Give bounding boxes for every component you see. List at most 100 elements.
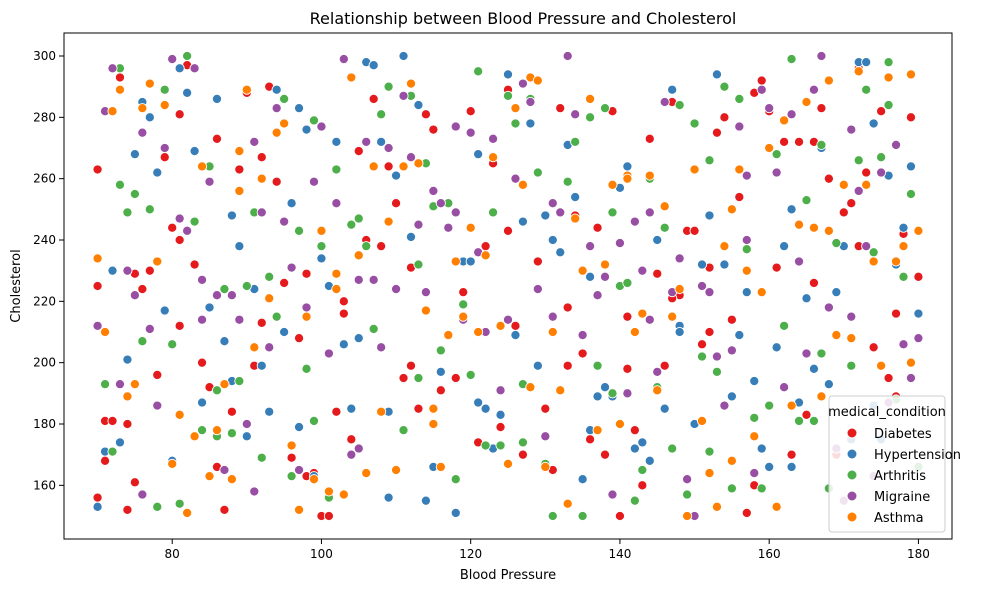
point-diabetes: [92, 280, 103, 292]
point-migraine: [644, 314, 655, 325]
point-hypertension: [286, 198, 297, 209]
point-asthma: [599, 259, 611, 270]
point-diabetes: [637, 480, 648, 491]
point-asthma: [346, 72, 357, 83]
point-asthma: [353, 250, 364, 261]
point-arthritis: [256, 452, 267, 463]
point-arthritis: [779, 320, 790, 331]
point-diabetes: [719, 112, 730, 123]
point-migraine: [368, 274, 379, 285]
point-diabetes: [562, 302, 573, 313]
point-migraine: [517, 78, 528, 89]
y-tick-label: 180: [33, 417, 56, 431]
point-diabetes: [129, 477, 140, 488]
x-axis-label: Blood Pressure: [460, 568, 556, 583]
point-migraine: [435, 198, 446, 209]
point-diabetes: [808, 277, 819, 288]
point-diabetes: [801, 409, 812, 420]
point-asthma: [502, 458, 514, 469]
point-migraine: [599, 271, 611, 282]
point-asthma: [398, 161, 409, 172]
point-arthritis: [607, 388, 618, 399]
point-migraine: [779, 382, 790, 393]
point-arthritis: [480, 440, 491, 451]
point-migraine: [629, 216, 640, 227]
point-diabetes: [159, 152, 170, 163]
point-diabetes: [174, 320, 185, 331]
point-diabetes: [726, 314, 737, 325]
point-diabetes: [577, 348, 588, 359]
point-asthma: [204, 471, 215, 482]
point-migraine: [383, 142, 394, 154]
legend-label-arthritis: Arthritis: [874, 469, 926, 484]
point-hypertension: [644, 455, 655, 466]
point-diabetes: [756, 75, 767, 86]
point-hypertension: [570, 192, 581, 203]
point-arthritis: [741, 244, 752, 255]
point-hypertension: [129, 149, 140, 160]
point-hypertension: [114, 437, 126, 448]
point-migraine: [353, 274, 364, 285]
point-hypertension: [741, 287, 752, 298]
point-asthma: [122, 391, 133, 402]
legend-label-asthma: Asthma: [874, 511, 924, 526]
point-diabetes: [458, 287, 469, 298]
legend-marker-arthritis: [846, 469, 858, 481]
point-hypertension: [786, 461, 797, 472]
point-asthma: [853, 66, 864, 77]
point-asthma: [197, 161, 208, 172]
point-migraine: [861, 241, 872, 252]
point-asthma: [331, 284, 342, 295]
point-asthma: [585, 93, 596, 104]
point-migraine: [682, 474, 693, 485]
point-diabetes: [323, 510, 334, 522]
point-migraine: [823, 302, 834, 313]
point-migraine: [488, 133, 499, 144]
point-hypertension: [398, 50, 409, 62]
point-hypertension: [211, 93, 223, 104]
point-arthritis: [547, 510, 558, 522]
point-diabetes: [741, 507, 752, 518]
point-diabetes: [226, 406, 237, 417]
point-asthma: [898, 241, 909, 252]
point-arthritis: [704, 446, 715, 457]
point-arthritis: [883, 57, 894, 68]
point-migraine: [331, 198, 342, 209]
point-arthritis: [532, 167, 543, 178]
point-hypertension: [346, 403, 357, 414]
point-migraine: [547, 311, 558, 322]
point-diabetes: [197, 357, 208, 368]
point-hypertension: [241, 431, 252, 442]
point-diabetes: [167, 222, 178, 233]
point-arthritis: [831, 238, 842, 249]
point-migraine: [614, 238, 625, 249]
point-arthritis: [682, 489, 693, 500]
point-asthma: [189, 431, 200, 442]
point-migraine: [197, 314, 208, 325]
point-hypertension: [577, 474, 588, 485]
point-arthritis: [868, 247, 879, 258]
point-diabetes: [122, 418, 133, 430]
point-migraine: [644, 207, 655, 218]
point-diabetes: [816, 103, 827, 114]
point-hypertension: [279, 326, 290, 338]
point-migraine: [398, 90, 409, 101]
point-asthma: [532, 75, 543, 86]
point-hypertension: [465, 256, 476, 267]
point-migraine: [749, 468, 760, 479]
point-diabetes: [465, 106, 476, 117]
point-asthma: [540, 461, 551, 472]
point-arthritis: [152, 501, 163, 512]
point-arthritis: [331, 164, 342, 175]
point-diabetes: [890, 308, 902, 319]
point-asthma: [592, 425, 603, 436]
point-asthma: [294, 504, 305, 515]
point-arthritis: [435, 345, 446, 356]
point-asthma: [488, 152, 499, 163]
point-diabetes: [779, 136, 790, 147]
point-asthma: [674, 284, 685, 295]
point-arthritis: [211, 385, 223, 396]
point-diabetes: [376, 241, 387, 252]
point-migraine: [801, 348, 812, 359]
